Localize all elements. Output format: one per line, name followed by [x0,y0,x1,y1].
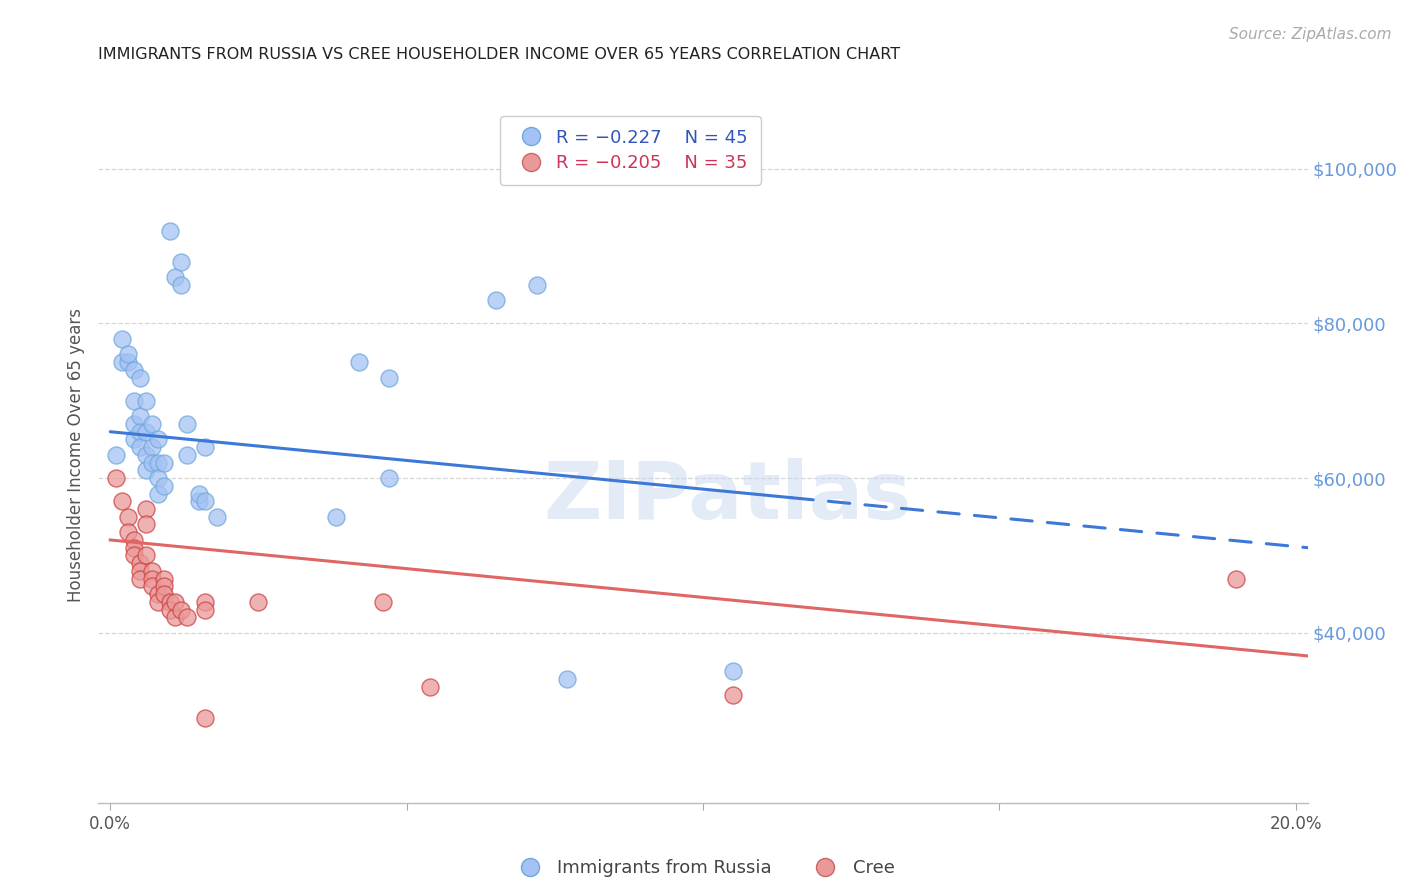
Point [555,672,578,686]
Point [129,409,152,424]
Point [419,680,441,694]
Point [378,370,401,384]
Point [146,456,169,470]
Point [170,602,193,616]
Text: IMMIGRANTS FROM RUSSIA VS CREE HOUSEHOLDER INCOME OVER 65 YEARS CORRELATION CHAR: IMMIGRANTS FROM RUSSIA VS CREE HOUSEHOLD… [98,47,901,62]
Point [129,370,152,384]
Point [141,456,163,470]
Point [378,471,401,485]
Legend: Immigrants from Russia, Cree: Immigrants from Russia, Cree [505,852,901,884]
Point [159,595,181,609]
Point [205,509,228,524]
Point [111,355,134,369]
Point [347,355,370,369]
Point [146,433,169,447]
Point [484,293,506,308]
Point [122,433,145,447]
Point [146,471,169,485]
Point [165,610,187,624]
Point [247,595,270,609]
Point [194,494,217,508]
Point [170,254,193,268]
Text: ZIPatlas: ZIPatlas [543,458,911,536]
Y-axis label: Householder Income Over 65 years: Householder Income Over 65 years [67,308,86,602]
Point [111,332,134,346]
Point [194,602,217,616]
Point [165,270,187,285]
Point [141,440,163,454]
Point [117,347,139,361]
Point [122,533,145,547]
Point [135,393,157,408]
Point [117,525,139,540]
Point [194,711,217,725]
Point [141,564,163,578]
Point [152,479,174,493]
Point [129,572,152,586]
Point [111,494,134,508]
Point [129,425,152,439]
Point [122,549,145,563]
Point [1225,572,1247,586]
Point [152,456,174,470]
Point [194,595,217,609]
Point [141,417,163,431]
Point [105,471,128,485]
Point [325,509,347,524]
Point [188,486,211,500]
Point [135,517,157,532]
Point [105,448,128,462]
Point [721,688,744,702]
Point [152,572,174,586]
Point [371,595,394,609]
Point [146,587,169,601]
Point [135,463,157,477]
Point [117,355,139,369]
Point [152,579,174,593]
Point [176,417,198,431]
Point [159,602,181,616]
Point [526,277,548,292]
Point [135,549,157,563]
Point [135,425,157,439]
Point [141,572,163,586]
Point [188,494,211,508]
Point [176,610,198,624]
Point [135,448,157,462]
Point [146,595,169,609]
Point [122,363,145,377]
Point [194,440,217,454]
Point [152,587,174,601]
Point [122,541,145,555]
Point [165,595,187,609]
Point [170,277,193,292]
Point [159,224,181,238]
Point [122,417,145,431]
Point [176,448,198,462]
Point [141,579,163,593]
Text: Source: ZipAtlas.com: Source: ZipAtlas.com [1229,27,1392,42]
Point [129,556,152,570]
Point [146,486,169,500]
Point [122,393,145,408]
Point [129,564,152,578]
Point [129,440,152,454]
Point [135,502,157,516]
Point [117,509,139,524]
Point [721,665,744,679]
